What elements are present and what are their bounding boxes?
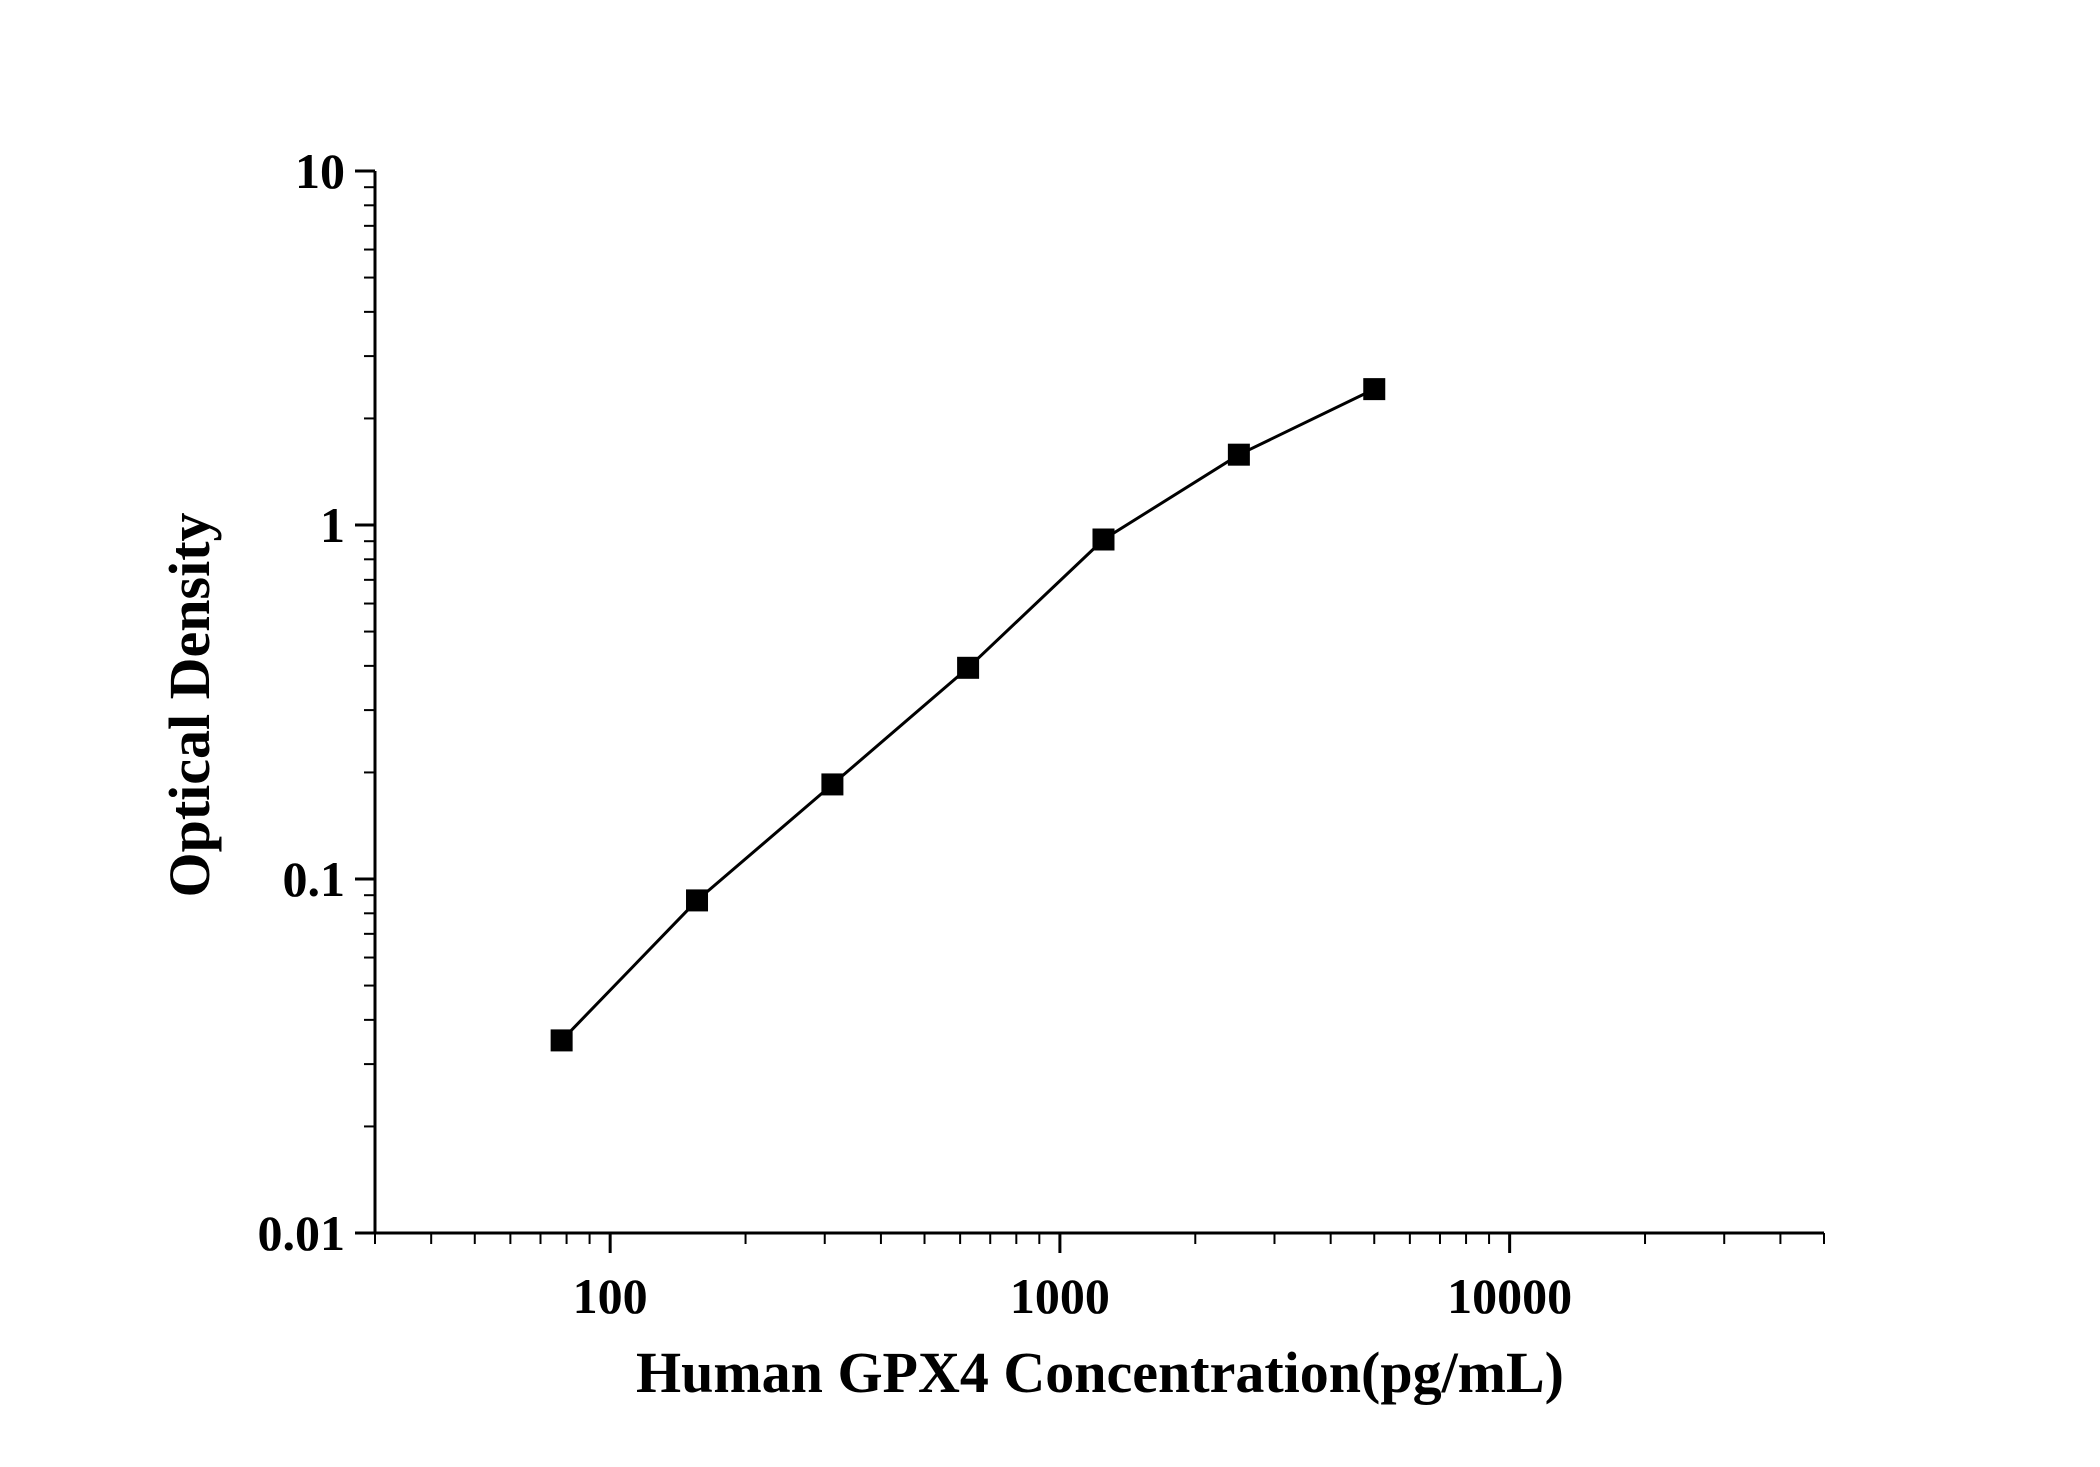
x-tick-label: 100 (573, 1268, 648, 1324)
tick-labels: 0.01 0.1 1 10 100 1000 10000 (258, 143, 1573, 1324)
x-tick-label: 10000 (1447, 1268, 1572, 1324)
axis-ticks (355, 169, 1825, 1253)
y-tick-label: 0.01 (258, 1205, 346, 1261)
x-tick-label: 1000 (1010, 1268, 1110, 1324)
plot-area: 0.01 0.1 1 10 100 1000 10000 (258, 143, 1825, 1324)
data-point-marker (957, 656, 980, 679)
y-tick-label: 10 (295, 143, 345, 199)
y-tick-label: 1 (320, 497, 345, 553)
data-point-marker (821, 773, 844, 796)
data-series (550, 378, 1386, 1052)
series-line (560, 387, 1375, 1042)
y-axis-title: Optical Density (157, 512, 222, 897)
data-point-marker (1227, 443, 1250, 466)
data-point-marker (1092, 528, 1115, 551)
data-point-marker (686, 889, 709, 912)
x-axis-title: Human GPX4 Concentration(pg/mL) (636, 1340, 1564, 1405)
y-tick-label: 0.1 (283, 851, 346, 907)
data-point-marker (550, 1029, 573, 1052)
data-point-marker (1363, 378, 1386, 401)
